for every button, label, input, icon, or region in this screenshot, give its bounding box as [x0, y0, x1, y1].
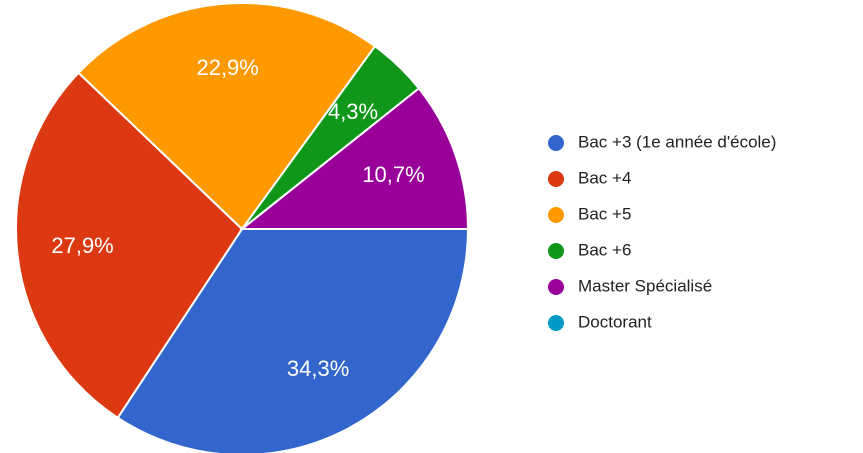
pie-slice [77, 2, 377, 231]
slice-label: 10,7% [362, 162, 424, 187]
legend-swatch [548, 171, 564, 187]
legend-swatch [548, 207, 564, 223]
slice-label: 22,9% [196, 55, 258, 80]
pie-slice [15, 71, 244, 420]
legend-swatch [548, 279, 564, 295]
legend-label: Doctorant [578, 312, 652, 331]
legend-swatch [548, 243, 564, 259]
slice-label: 4,3% [328, 99, 378, 124]
legend-label: Master Spécialisé [578, 276, 712, 295]
legend-label: Bac +5 [578, 204, 631, 223]
legend-swatch [548, 135, 564, 151]
slice-label: 27,9% [51, 233, 113, 258]
legend-label: Bac +4 [578, 168, 631, 187]
slice-label: 34,3% [287, 356, 349, 381]
legend-swatch [548, 315, 564, 331]
pie-slice [239, 86, 470, 230]
legend-label: Bac +6 [578, 240, 631, 259]
legend-label: Bac +3 (1e année d'école) [578, 132, 776, 151]
